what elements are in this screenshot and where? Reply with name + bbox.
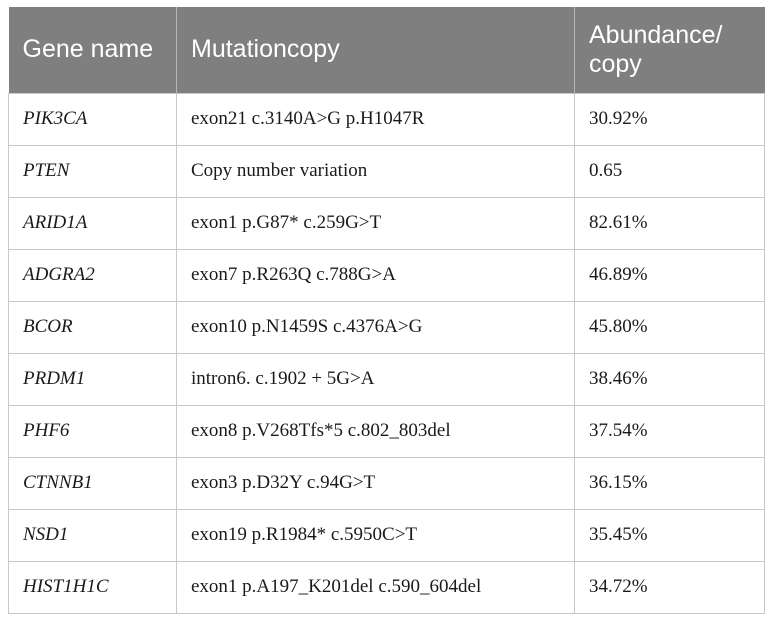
gene-name-cell: ADGRA2 — [8, 248, 177, 302]
table-row: PIK3CA exon21 c.3140A>G p.H1047R 30.92% — [8, 92, 765, 146]
abundance-cell: 35.45% — [574, 508, 765, 562]
header-abundance: Abundance/ copy — [574, 7, 765, 93]
abundance-cell: 38.46% — [574, 352, 765, 406]
mutation-cell: exon10 p.N1459S c.4376A>G — [176, 300, 575, 354]
abundance-cell: 30.92% — [574, 92, 765, 146]
table-row: CTNNB1 exon3 p.D32Y c.94G>T 36.15% — [8, 456, 765, 510]
abundance-cell: 34.72% — [574, 560, 765, 614]
gene-name-cell: CTNNB1 — [8, 456, 177, 510]
gene-name-cell: PIK3CA — [8, 92, 177, 146]
table-header-row: Gene name Mutationcopy Abundance/ copy — [8, 7, 765, 93]
mutation-cell: exon8 p.V268Tfs*5 c.802_803del — [176, 404, 575, 458]
abundance-cell: 46.89% — [574, 248, 765, 302]
gene-name-cell: PTEN — [8, 144, 177, 198]
abundance-cell: 37.54% — [574, 404, 765, 458]
table-row: PHF6 exon8 p.V268Tfs*5 c.802_803del 37.54% — [8, 404, 765, 458]
table-row: HIST1H1C exon1 p.A197_K201del c.590_604de… — [8, 560, 765, 614]
mutation-cell: Copy number variation — [176, 144, 575, 198]
table-row: BCOR exon10 p.N1459S c.4376A>G 45.80% — [8, 300, 765, 354]
table-row: PRDM1 intron6. c.1902 + 5G>A 38.46% — [8, 352, 765, 406]
gene-name-cell: HIST1H1C — [8, 560, 177, 614]
mutation-cell: exon1 p.A197_K201del c.590_604del — [176, 560, 575, 614]
mutation-table: Gene name Mutationcopy Abundance/ copy P… — [8, 7, 765, 614]
gene-name-cell: PHF6 — [8, 404, 177, 458]
abundance-cell: 82.61% — [574, 196, 765, 250]
mutation-cell: exon1 p.G87* c.259G>T — [176, 196, 575, 250]
table-row: PTEN Copy number variation 0.65 — [8, 144, 765, 198]
mutation-table-container: Gene name Mutationcopy Abundance/ copy P… — [8, 7, 765, 614]
mutation-cell: exon21 c.3140A>G p.H1047R — [176, 92, 575, 146]
gene-name-cell: PRDM1 — [8, 352, 177, 406]
abundance-cell: 36.15% — [574, 456, 765, 510]
abundance-cell: 45.80% — [574, 300, 765, 354]
header-mutation: Mutationcopy — [176, 7, 575, 93]
table-row: ARID1A exon1 p.G87* c.259G>T 82.61% — [8, 196, 765, 250]
gene-name-cell: NSD1 — [8, 508, 177, 562]
mutation-cell: exon19 p.R1984* c.5950C>T — [176, 508, 575, 562]
table-body: PIK3CA exon21 c.3140A>G p.H1047R 30.92% PTE… — [8, 92, 765, 614]
header-gene-name: Gene name — [8, 7, 177, 93]
gene-name-cell: ARID1A — [8, 196, 177, 250]
mutation-cell: exon7 p.R263Q c.788G>A — [176, 248, 575, 302]
mutation-cell: intron6. c.1902 + 5G>A — [176, 352, 575, 406]
table-row: ADGRA2 exon7 p.R263Q c.788G>A 46.89% — [8, 248, 765, 302]
mutation-cell: exon3 p.D32Y c.94G>T — [176, 456, 575, 510]
table-row: NSD1 exon19 p.R1984* c.5950C>T 35.45% — [8, 508, 765, 562]
gene-name-cell: BCOR — [8, 300, 177, 354]
abundance-cell: 0.65 — [574, 144, 765, 198]
